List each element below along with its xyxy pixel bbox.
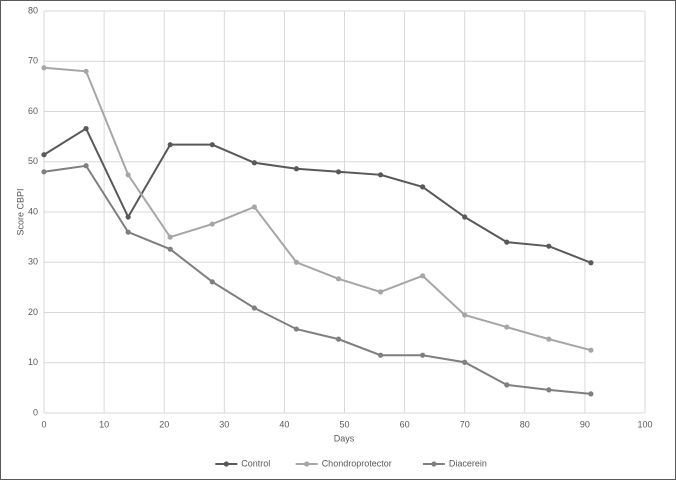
data-point <box>167 142 173 148</box>
data-point <box>504 382 510 388</box>
data-point <box>588 260 594 266</box>
data-point <box>83 68 89 74</box>
legend-marker <box>223 461 229 467</box>
legend-marker <box>431 461 437 467</box>
y-tick-label: 80 <box>28 5 38 15</box>
data-point <box>420 273 426 279</box>
data-point <box>335 169 342 175</box>
data-point <box>504 239 510 245</box>
data-point <box>546 387 552 393</box>
series-line <box>43 164 592 395</box>
data-point <box>420 184 426 190</box>
x-tick-label: 100 <box>637 419 652 429</box>
x-tick-label: 90 <box>580 419 590 429</box>
y-axis-label: Score CBPI <box>15 188 25 235</box>
data-point <box>546 336 552 342</box>
y-tick-label: 0 <box>33 407 38 417</box>
data-point <box>462 312 468 318</box>
data-point <box>377 352 384 358</box>
legend-label: Chondroprotector <box>322 458 392 468</box>
data-point <box>41 169 47 175</box>
data-point <box>209 279 215 285</box>
data-point <box>209 142 215 148</box>
data-point <box>125 229 131 235</box>
y-tick-label: 60 <box>28 106 38 116</box>
x-axis-label: Days <box>334 433 355 443</box>
x-tick-label: 30 <box>219 419 229 429</box>
legend-label: Control <box>241 458 270 468</box>
data-point <box>125 214 131 220</box>
data-point <box>377 172 384 178</box>
x-tick-label: 50 <box>339 419 349 429</box>
data-point <box>167 246 173 252</box>
data-point <box>462 359 468 365</box>
data-point <box>41 65 47 71</box>
data-point <box>83 163 89 169</box>
data-point <box>377 289 384 295</box>
data-point <box>251 305 257 311</box>
x-tick-label: 10 <box>99 419 109 429</box>
data-point <box>251 204 257 210</box>
data-point <box>546 243 552 249</box>
data-point <box>251 160 257 166</box>
data-point <box>462 214 468 220</box>
y-tick-label: 30 <box>28 257 38 267</box>
y-tick-label: 70 <box>28 56 38 66</box>
x-tick-label: 60 <box>400 419 410 429</box>
data-point <box>504 324 510 330</box>
series-line <box>43 66 592 352</box>
data-point <box>209 221 215 227</box>
x-tick-label: 0 <box>41 419 46 429</box>
data-point <box>293 326 300 332</box>
x-tick-label: 20 <box>159 419 169 429</box>
y-tick-label: 40 <box>28 206 38 216</box>
data-point <box>335 276 342 282</box>
data-point <box>588 391 594 397</box>
data-point <box>293 166 300 172</box>
data-point <box>335 336 342 342</box>
y-tick-label: 20 <box>28 307 38 317</box>
x-tick-label: 40 <box>279 419 289 429</box>
x-tick-label: 80 <box>520 419 530 429</box>
legend-marker <box>304 461 310 467</box>
data-point <box>293 259 300 265</box>
data-point <box>167 234 173 240</box>
y-tick-label: 50 <box>28 156 38 166</box>
data-point <box>588 347 594 353</box>
data-point <box>125 172 131 178</box>
series-line <box>43 127 592 264</box>
legend-label: Diacerein <box>449 458 487 468</box>
data-point <box>41 152 47 158</box>
x-tick-label: 70 <box>460 419 470 429</box>
data-point <box>420 352 426 358</box>
y-tick-label: 10 <box>28 357 38 367</box>
data-point <box>83 125 89 132</box>
